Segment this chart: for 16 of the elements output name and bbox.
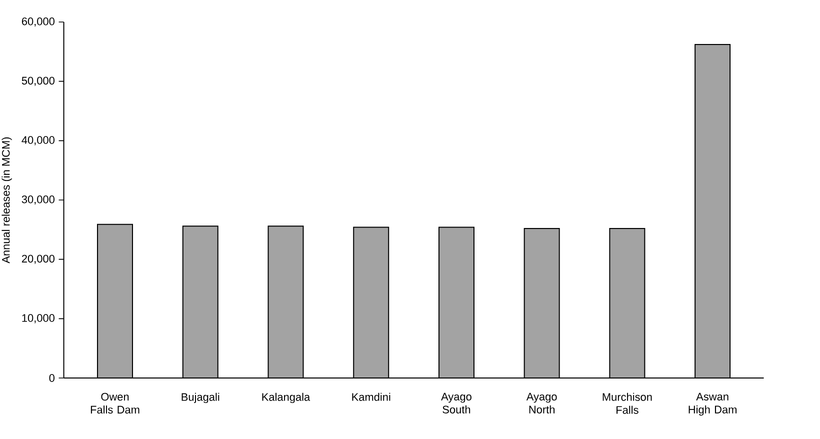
x-tick-label: Aswan High Dam (688, 392, 736, 416)
x-tick-label: Owen Falls Dam (90, 392, 140, 414)
y-tick-label: 20,000 (22, 254, 54, 264)
y-tick-label: 50,000 (22, 76, 54, 86)
x-tick-label: Ayago South (441, 392, 472, 414)
y-tick-label: 40,000 (22, 136, 54, 146)
x-tick-label: Kamdini (352, 392, 390, 401)
x-tick-label: Murchison Falls (602, 392, 652, 414)
y-tick-label: 0 (49, 374, 54, 382)
y-tick-label: 10,000 (22, 314, 54, 324)
y-tick-label: 30,000 (22, 195, 54, 205)
x-tick-label: Bujagali (182, 392, 220, 404)
x-tick-label: Kalangala (262, 392, 310, 404)
x-tick-label: Ayago North (526, 392, 557, 414)
y-axis-title: Annual releases (in MCM) (2, 137, 12, 264)
y-tick-label: 60,000 (22, 17, 54, 27)
